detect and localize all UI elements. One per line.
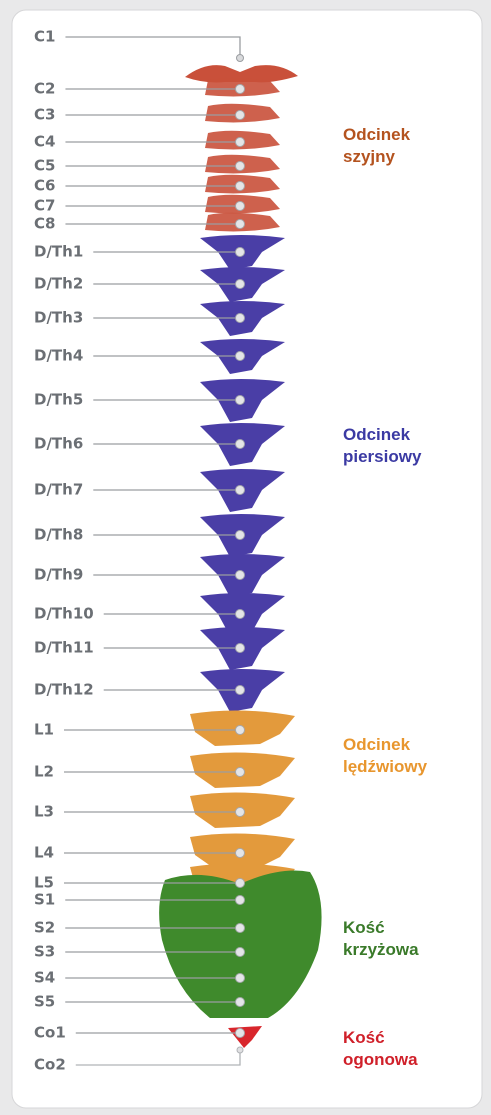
vertebra-label: D/Th3: [34, 309, 83, 327]
leader-dot: [236, 182, 245, 191]
leader-dot: [236, 162, 245, 171]
vertebra-label: L4: [34, 844, 54, 862]
vertebra-label: C3: [34, 106, 55, 124]
leader-dot: [236, 248, 245, 257]
leader-dot: [236, 138, 245, 147]
leader-dot: [236, 111, 245, 120]
vertebra-label: C4: [34, 133, 55, 151]
leader-dot: [237, 1047, 243, 1053]
vertebra-label: C5: [34, 157, 55, 175]
vertebra-label: D/Th12: [34, 681, 94, 699]
vertebra-label: C6: [34, 177, 55, 195]
spine-diagram: C1 C2 C3 C4 C5 C6 C7C8 D/Th1 D/Th2 D/Th3 D/Th4 D/Th…: [0, 0, 491, 1115]
leader-dot: [236, 396, 245, 405]
vertebra-label: S3: [34, 943, 55, 961]
leader-dot: [236, 686, 245, 695]
leader-dot: [236, 220, 245, 229]
region-subtitle: ogonowa: [343, 1050, 418, 1069]
vertebra-label: L1: [34, 721, 54, 739]
leader-dot: [236, 948, 245, 957]
leader-dot: [236, 571, 245, 580]
vertebra-label: D/Th6: [34, 435, 83, 453]
leader-dot: [236, 879, 245, 888]
vertebra-label: D/Th8: [34, 526, 83, 544]
vertebra-label: D/Th7: [34, 481, 83, 499]
region-title: Odcinek: [343, 125, 411, 144]
region-title: Kość: [343, 1028, 385, 1047]
vertebra-label: S5: [34, 993, 55, 1011]
vertebra-label: D/Th5: [34, 391, 83, 409]
region-title: Odcinek: [343, 425, 411, 444]
leader-dot: [236, 440, 245, 449]
leader-dot: [236, 808, 245, 817]
vertebra-label: L3: [34, 803, 54, 821]
leader-dot: [236, 314, 245, 323]
vertebra-label: C1: [34, 28, 55, 46]
vertebra-label: D/Th10: [34, 605, 94, 623]
leader-dot: [236, 924, 245, 933]
vertebra-label: Co2: [34, 1056, 66, 1074]
vertebra-label: D/Th1: [34, 243, 83, 261]
vertebra-label: D/Th4: [34, 347, 83, 365]
leader-dot: [236, 280, 245, 289]
region-subtitle: piersiowy: [343, 447, 422, 466]
region-subtitle: krzyżowa: [343, 940, 419, 959]
vertebra-label: L5: [34, 874, 54, 892]
vertebra-label: D/Th2: [34, 275, 83, 293]
leader-dot: [236, 610, 245, 619]
leader-dot: [236, 531, 245, 540]
region-title: Odcinek: [343, 735, 411, 754]
leader-dot: [236, 352, 245, 361]
leader-dot: [236, 896, 245, 905]
vertebra-label: C8: [34, 215, 55, 233]
vertebra-label: Co1: [34, 1024, 66, 1042]
leader-dot: [236, 726, 245, 735]
vertebra-label: S2: [34, 919, 55, 937]
leader-dot: [236, 768, 245, 777]
region-title: Kość: [343, 918, 385, 937]
leader-dot: [236, 1029, 245, 1038]
leader-dot: [236, 202, 245, 211]
leader-dot: [236, 486, 245, 495]
vertebra-label: S1: [34, 891, 55, 909]
vertebra-label: D/Th11: [34, 639, 94, 657]
leader-dot: [236, 974, 245, 983]
vertebra-label: L2: [34, 763, 54, 781]
region-subtitle: lędźwiowy: [343, 757, 428, 776]
leader-dot: [237, 55, 244, 62]
vertebra-label: C7: [34, 197, 55, 215]
leader-dot: [236, 85, 245, 94]
leader-dot: [236, 998, 245, 1007]
vertebra-label: S4: [34, 969, 55, 987]
vertebra-label: C2: [34, 80, 55, 98]
leader-dot: [236, 644, 245, 653]
region-subtitle: szyjny: [343, 147, 396, 166]
leader-dot: [236, 849, 245, 858]
vertebra-label: D/Th9: [34, 566, 83, 584]
